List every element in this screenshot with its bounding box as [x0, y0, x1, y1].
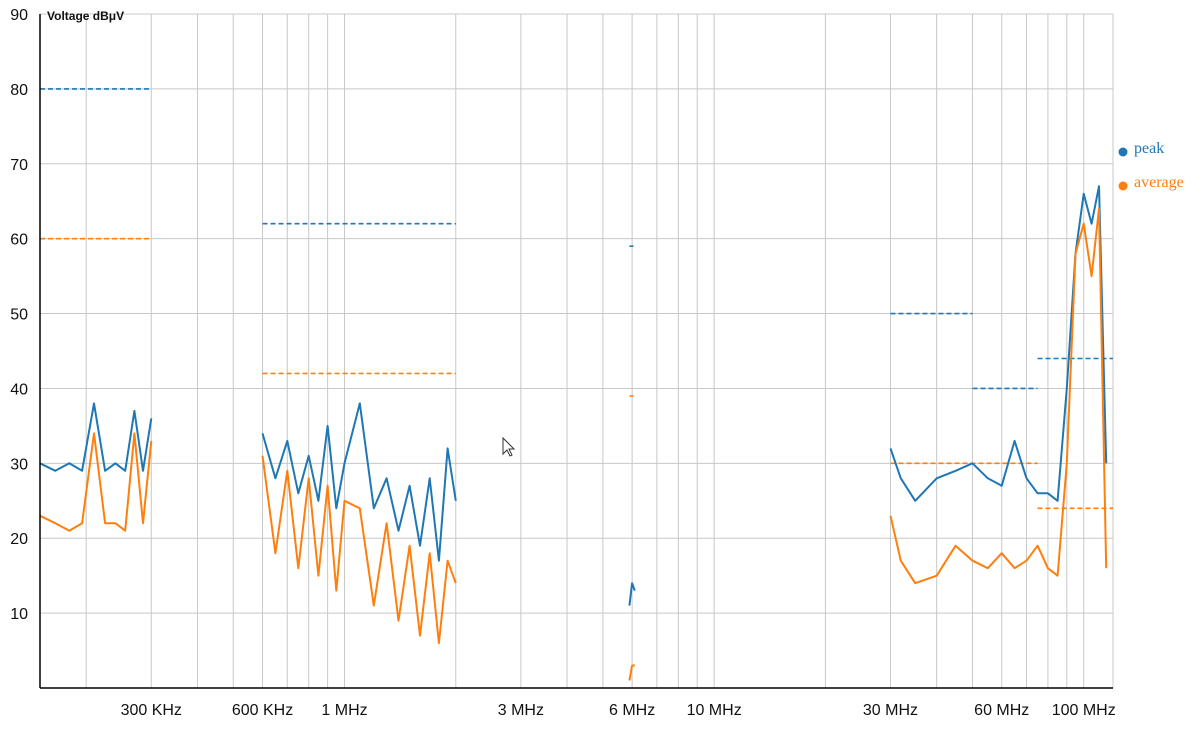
y-tick-50: 50 [10, 307, 28, 324]
axes: Voltage dBμV [39, 9, 1113, 689]
y-tick-30: 30 [10, 456, 28, 473]
limit-lines [40, 88, 1113, 510]
series-line-average-3 [889, 207, 1108, 585]
legend-marker-average [1118, 181, 1128, 191]
x-tick-label: 100 MHz [1052, 702, 1116, 719]
y-tick-70: 70 [10, 157, 28, 174]
y-axis-label: Voltage dBμV [47, 9, 124, 23]
grid-lines [40, 13, 1114, 688]
y-tick-90: 90 [10, 7, 28, 24]
mouse-cursor-icon [502, 436, 516, 457]
y-tick-40: 40 [10, 381, 28, 398]
x-tick-label: 6 MHz [609, 702, 655, 719]
series-line-peak-3 [889, 185, 1108, 502]
legend-label-peak: peak [1134, 140, 1164, 157]
x-tick-label: 1 MHz [321, 702, 367, 719]
x-tick-label: 300 KHz [121, 702, 182, 719]
series-line-average-2 [628, 664, 635, 681]
x-tick-label: 30 MHz [863, 702, 918, 719]
series-line-peak-0 [39, 402, 153, 472]
legend-marker-peak [1118, 147, 1128, 157]
x-tick-label: 10 MHz [687, 702, 742, 719]
y-tick-labels: 10 20 30 40 50 60 70 80 90 [10, 7, 28, 623]
legend: peak average [1118, 140, 1184, 191]
series-line-peak-2 [628, 582, 636, 606]
y-tick-20: 20 [10, 531, 28, 548]
x-tick-label: 600 KHz [232, 702, 293, 719]
x-tick-label: 60 MHz [974, 702, 1029, 719]
series-line-average-1 [261, 455, 457, 645]
y-tick-10: 10 [10, 606, 28, 623]
series-line-average-0 [39, 432, 153, 532]
x-tick-label: 3 MHz [498, 702, 544, 719]
y-tick-80: 80 [10, 82, 28, 99]
y-tick-60: 60 [10, 232, 28, 249]
series-line-peak-1 [261, 402, 457, 562]
x-tick-labels: 300 KHz 600 KHz 1 MHz 3 MHz 6 MHz 10 MHz 30 MH… [121, 702, 1116, 719]
series-lines [39, 185, 1108, 681]
legend-label-average: average [1134, 174, 1184, 191]
